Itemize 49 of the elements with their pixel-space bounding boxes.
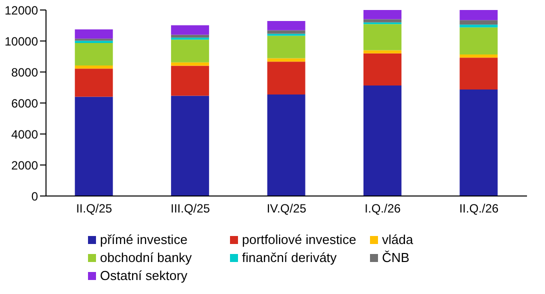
bar xyxy=(267,94,306,196)
bar xyxy=(171,40,210,62)
bar xyxy=(363,24,402,50)
bar xyxy=(460,10,498,20)
bar xyxy=(74,65,113,69)
y-tick-label: 6000 xyxy=(11,96,38,110)
bar xyxy=(363,85,402,196)
y-tick-label: 4000 xyxy=(11,127,38,142)
bar xyxy=(74,96,113,196)
bar xyxy=(171,66,210,96)
bar xyxy=(267,58,306,62)
bar xyxy=(171,96,210,196)
bar xyxy=(74,68,113,97)
bar xyxy=(74,40,113,44)
x-tick-label: IV.Q/25 xyxy=(266,202,307,216)
legend-label: vláda xyxy=(382,232,414,247)
bar xyxy=(460,24,498,28)
legend-label: portfoliové investice xyxy=(242,232,356,247)
bar xyxy=(171,25,210,35)
bar xyxy=(460,58,498,90)
x-tick-label: III.Q/25 xyxy=(170,202,210,216)
bar xyxy=(460,27,498,54)
bar xyxy=(74,43,113,66)
bar xyxy=(267,21,306,30)
legend-label: ČNB xyxy=(382,250,410,265)
bar xyxy=(267,62,306,94)
bar xyxy=(267,36,306,58)
x-tick-label: II.Q/25 xyxy=(76,202,112,216)
bar xyxy=(363,50,402,54)
x-tick-label: I.Q./26 xyxy=(364,202,402,216)
bar xyxy=(171,34,210,38)
bar xyxy=(363,10,402,20)
legend-label: přímé investice xyxy=(100,232,188,247)
bar xyxy=(74,29,113,39)
y-tick-label: 10000 xyxy=(4,34,38,48)
legend-label: obchodní banky xyxy=(100,250,192,265)
bar xyxy=(460,20,498,25)
legend-label: finanční deriváty xyxy=(242,250,337,265)
bar xyxy=(363,19,402,22)
y-tick-label: 12000 xyxy=(4,3,38,18)
x-tick-label: II.Q./26 xyxy=(459,202,499,216)
legend-label: Ostatní sektory xyxy=(100,268,188,283)
bar xyxy=(171,62,210,66)
bar xyxy=(460,90,498,196)
y-tick-label: 0 xyxy=(31,189,38,204)
y-tick-label: 8000 xyxy=(11,65,38,80)
bar xyxy=(460,54,498,58)
bar xyxy=(363,53,402,86)
y-tick-label: 2000 xyxy=(11,158,38,172)
